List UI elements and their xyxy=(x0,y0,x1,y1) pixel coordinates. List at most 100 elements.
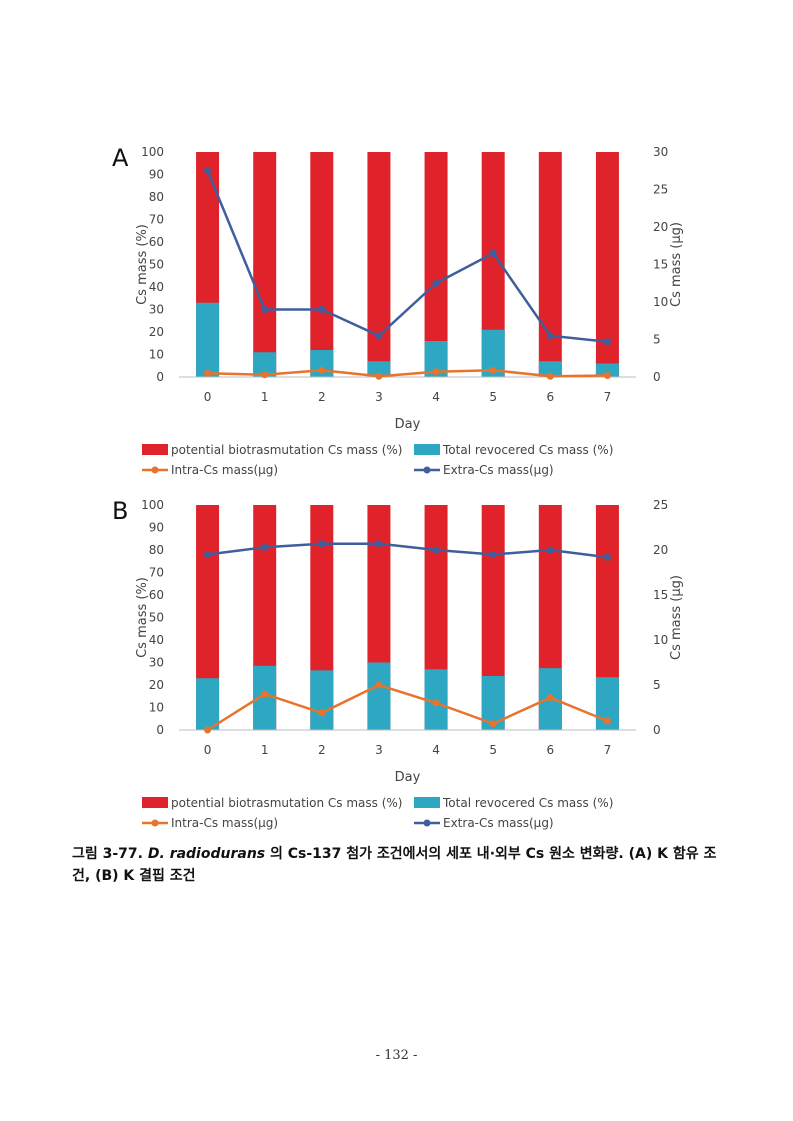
x-tick-label: 1 xyxy=(261,390,269,404)
caption-prefix: 그림 3-77. xyxy=(72,846,143,862)
point-extra-cs xyxy=(204,167,212,175)
point-intra-cs xyxy=(375,372,383,380)
x-tick-label: 2 xyxy=(318,390,326,404)
bar-total-recovered xyxy=(310,670,334,730)
point-extra-cs xyxy=(204,551,212,558)
x-tick-label: 6 xyxy=(546,390,554,404)
y-tick-label: 70 xyxy=(149,213,164,227)
y-tick-label: 40 xyxy=(149,280,164,294)
legend-swatch xyxy=(414,444,440,455)
legend-swatch-marker xyxy=(423,819,431,827)
x-axis-title: Day xyxy=(395,417,421,432)
y2-tick-label: 30 xyxy=(653,145,668,159)
bar-potential-biotransmutation xyxy=(253,152,277,377)
y2-tick-label: 5 xyxy=(653,333,661,347)
point-extra-cs xyxy=(489,249,497,257)
point-extra-cs xyxy=(489,551,497,558)
point-extra-cs xyxy=(432,279,440,287)
point-intra-cs xyxy=(489,366,497,374)
y2-tick-label: 20 xyxy=(653,220,668,234)
legend-label: Extra-Cs mass(μg) xyxy=(443,463,554,477)
y-tick-label: 40 xyxy=(149,633,164,647)
chart-panel-a: A 0 10 20 30 40 50 60 70 80 90 100 0 5 10 15 20 25 30 Cs ma… xyxy=(0,130,793,480)
y2-tick-label: 10 xyxy=(653,633,668,647)
x-tick-label: 0 xyxy=(204,390,212,404)
legend-label: potential biotrasmutation Cs mass (%) xyxy=(171,796,402,810)
point-intra-cs xyxy=(204,726,212,734)
point-intra-cs xyxy=(489,720,497,728)
point-intra-cs xyxy=(375,681,383,689)
bar-total-recovered xyxy=(367,361,391,377)
bar-total-recovered xyxy=(481,329,505,377)
point-extra-cs xyxy=(603,338,611,346)
bar-total-recovered xyxy=(595,363,619,377)
bar-potential-biotransmutation xyxy=(481,152,505,377)
legend-label: Total revocered Cs mass (%) xyxy=(442,443,613,457)
legend-label: Intra-Cs mass(μg) xyxy=(171,816,278,830)
point-extra-cs xyxy=(546,546,554,554)
y-tick-label: 70 xyxy=(149,566,164,580)
page-number: - 132 - xyxy=(375,1048,418,1063)
point-extra-cs xyxy=(318,540,326,548)
bar-potential-biotransmutation xyxy=(424,152,448,377)
bar-total-recovered xyxy=(481,676,505,730)
y-tick-label: 30 xyxy=(149,303,164,317)
point-extra-cs xyxy=(603,553,611,561)
point-intra-cs xyxy=(546,372,554,380)
x-tick-label: 5 xyxy=(489,743,497,757)
legend-label: potential biotrasmutation Cs mass (%) xyxy=(171,443,402,457)
x-tick-label: 6 xyxy=(546,743,554,757)
bar-potential-biotransmutation xyxy=(595,505,619,730)
y-tick-label: 0 xyxy=(156,723,164,737)
x-tick-label: 7 xyxy=(604,390,612,404)
bar-total-recovered xyxy=(367,662,391,730)
y2-tick-label: 10 xyxy=(653,295,668,309)
bar-total-recovered xyxy=(424,341,448,377)
point-intra-cs xyxy=(261,371,269,379)
point-intra-cs xyxy=(261,690,269,698)
x-tick-label: 2 xyxy=(318,743,326,757)
y-tick-label: 90 xyxy=(149,168,164,182)
y2-tick-label: 15 xyxy=(653,588,668,602)
y2-tick-label: 25 xyxy=(653,183,668,197)
y-axis-title: Cs mass (%) xyxy=(135,224,150,305)
x-tick-label: 5 xyxy=(489,390,497,404)
bar-total-recovered xyxy=(253,665,277,730)
x-axis-title: Day xyxy=(395,770,421,785)
bar-total-recovered xyxy=(253,352,277,377)
point-intra-cs xyxy=(432,368,440,376)
point-extra-cs xyxy=(318,306,326,313)
legend-swatch xyxy=(414,797,440,808)
y2-tick-label: 5 xyxy=(653,678,661,692)
y-tick-label: 50 xyxy=(149,611,164,625)
point-extra-cs xyxy=(261,543,269,551)
y-tick-label: 100 xyxy=(141,145,164,159)
legend-label: Total revocered Cs mass (%) xyxy=(442,796,613,810)
y-tick-label: 80 xyxy=(149,543,164,557)
y-tick-label: 60 xyxy=(149,235,164,249)
point-extra-cs xyxy=(432,546,440,554)
bar-potential-biotransmutation xyxy=(367,152,391,377)
bar-potential-biotransmutation xyxy=(595,152,619,377)
line-intra-cs xyxy=(207,368,608,378)
y-tick-label: 0 xyxy=(156,370,164,384)
bar-total-recovered xyxy=(196,302,220,377)
panel-label-b: B xyxy=(112,497,128,525)
y-tick-label: 80 xyxy=(149,190,164,204)
y-tick-label: 10 xyxy=(149,701,164,715)
y-tick-label: 100 xyxy=(141,498,164,512)
point-intra-cs xyxy=(603,717,611,725)
legend-swatch xyxy=(142,797,168,808)
point-intra-cs xyxy=(603,372,611,379)
point-extra-cs xyxy=(375,332,383,340)
y2-tick-label: 0 xyxy=(653,723,661,737)
bar-total-recovered xyxy=(196,678,220,730)
bar-potential-biotransmutation xyxy=(538,152,562,377)
point-intra-cs xyxy=(318,366,326,374)
y-tick-label: 20 xyxy=(149,325,164,339)
x-tick-label: 1 xyxy=(261,743,269,757)
bar-potential-biotransmutation xyxy=(310,152,334,377)
y2-tick-label: 15 xyxy=(653,258,668,272)
x-tick-label: 3 xyxy=(375,743,383,757)
